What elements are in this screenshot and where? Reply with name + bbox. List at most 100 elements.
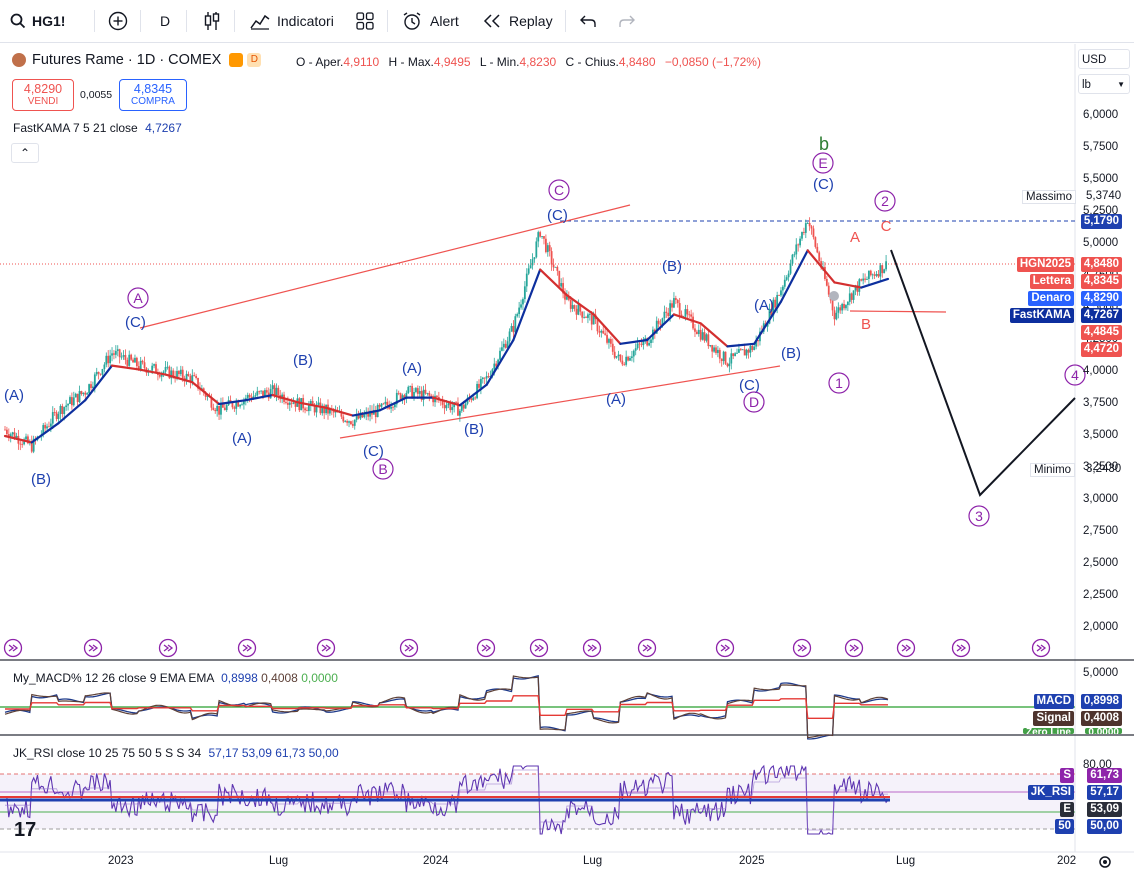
wave-label-B-red: B <box>861 316 871 333</box>
close-value: 4,8480 <box>618 55 656 69</box>
candle-body <box>688 314 691 316</box>
candle-body <box>185 373 188 382</box>
templates-button[interactable] <box>356 10 374 32</box>
redo-button[interactable] <box>619 10 635 32</box>
candle-body <box>590 314 593 325</box>
indicators-button[interactable]: Indicatori <box>250 10 334 32</box>
candle-body <box>856 285 859 292</box>
candle-body <box>415 388 417 393</box>
candle-body <box>88 384 90 394</box>
candle-body <box>885 261 887 270</box>
candle-body <box>351 424 354 426</box>
candle-body <box>705 334 708 341</box>
candle-body <box>783 279 786 287</box>
candle-body <box>298 398 301 411</box>
event-markers[interactable] <box>3 638 1051 658</box>
collapse-legend-button[interactable]: ⌃ <box>11 143 39 163</box>
candle-body <box>743 349 746 356</box>
currency-select[interactable]: USD <box>1078 49 1130 69</box>
time-axis-label: 2023 <box>108 855 134 867</box>
fastkama-line <box>3 249 890 444</box>
candle-body <box>11 432 14 435</box>
fastkama-segment <box>110 364 140 371</box>
kama-legend-label: FastKAMA 7 5 21 close <box>13 121 138 135</box>
candle-body <box>239 404 241 407</box>
candle-body <box>722 351 725 362</box>
toolbar-divider <box>94 10 95 32</box>
wave-label-pB: (B) <box>662 258 682 275</box>
candle-body <box>304 408 306 411</box>
chart-type-button[interactable] <box>203 10 221 32</box>
event-marker-arrow <box>587 644 598 652</box>
candle-body <box>309 400 312 406</box>
candle-body <box>63 407 66 414</box>
candle-body <box>367 411 370 417</box>
candle-body <box>285 401 287 403</box>
fastkama-segment <box>351 409 381 417</box>
upper-trendline[interactable] <box>139 204 631 329</box>
candle-body <box>82 392 85 395</box>
candle-body <box>674 298 677 301</box>
price-axis-tick: 6,0000 <box>1083 109 1119 121</box>
candle-body <box>703 332 706 341</box>
candle-body <box>707 334 710 347</box>
candle-body <box>7 434 10 438</box>
candle-body <box>695 331 698 335</box>
time-axis-label: 202 <box>1057 855 1077 867</box>
candle-body <box>852 290 855 300</box>
undo-button[interactable] <box>580 10 596 32</box>
candle-body <box>837 307 840 313</box>
candle-body <box>502 343 505 348</box>
candle-body <box>151 365 154 371</box>
kama-legend[interactable]: FastKAMA 7 5 21 close 4,7267 <box>13 121 182 135</box>
fastkama-segment <box>164 373 194 384</box>
rsi-legend[interactable]: JK_RSI close 10 25 75 50 5 S S 34 57,17 … <box>13 746 339 760</box>
candle-body <box>265 390 268 393</box>
sell-button[interactable]: 4,8290 VENDI <box>12 79 74 111</box>
chart-title: Futures Rame · 1D · COMEX <box>32 52 222 68</box>
candle-body <box>690 314 693 317</box>
event-marker-arrow <box>163 644 174 652</box>
candle-body <box>535 241 538 258</box>
candle-body <box>575 308 578 315</box>
candles-icon <box>204 12 220 30</box>
fastkama-segment <box>726 342 756 348</box>
price-axis-tick: 3,2500 <box>1083 461 1119 473</box>
undo-icon <box>580 15 596 27</box>
lower-trendline[interactable] <box>339 365 781 439</box>
top-toolbar: HG1! D Indicatori Alert Replay <box>0 0 1134 43</box>
replay-button[interactable]: Replay <box>483 10 553 32</box>
buy-button[interactable]: 4,8345 COMPRA <box>119 79 187 111</box>
alert-button[interactable]: Alert <box>402 10 459 32</box>
support-line[interactable] <box>849 310 947 313</box>
unit-select[interactable]: lb ▼ <box>1078 74 1130 94</box>
candle-body <box>210 396 213 408</box>
high-label: H - Max. <box>388 55 434 69</box>
price-axis-tick: 3,7500 <box>1083 397 1119 409</box>
candle-body <box>726 363 729 367</box>
macd-legend[interactable]: My_MACD% 12 26 close 9 EMA EMA 0,8998 0,… <box>13 671 338 685</box>
toolbar-divider <box>387 10 388 32</box>
symbol-search[interactable]: HG1! <box>10 10 65 32</box>
add-symbol-button[interactable] <box>108 10 128 32</box>
candle-body <box>44 425 47 429</box>
candle-body <box>9 434 12 438</box>
candle-body <box>678 303 681 315</box>
wave-projection-line[interactable] <box>890 249 1076 497</box>
fastkama-segment <box>244 393 274 402</box>
wave-circle-1: 1 <box>835 375 843 391</box>
interval-button[interactable]: D <box>160 10 170 32</box>
candle-body <box>636 343 639 349</box>
settings-gear-icon[interactable] <box>1099 856 1111 868</box>
candle-body <box>508 331 511 342</box>
toolbar-divider <box>140 10 141 32</box>
price-axis-tick: 2,7500 <box>1083 525 1119 537</box>
event-marker-arrow <box>797 644 808 652</box>
wave-circle-3: 3 <box>975 508 983 524</box>
candle-body <box>474 397 477 399</box>
fastkama-segment <box>84 364 114 402</box>
kama-price-tag: 4,7267 <box>1080 308 1122 323</box>
candle-body <box>499 350 501 360</box>
candle-body <box>395 392 398 405</box>
